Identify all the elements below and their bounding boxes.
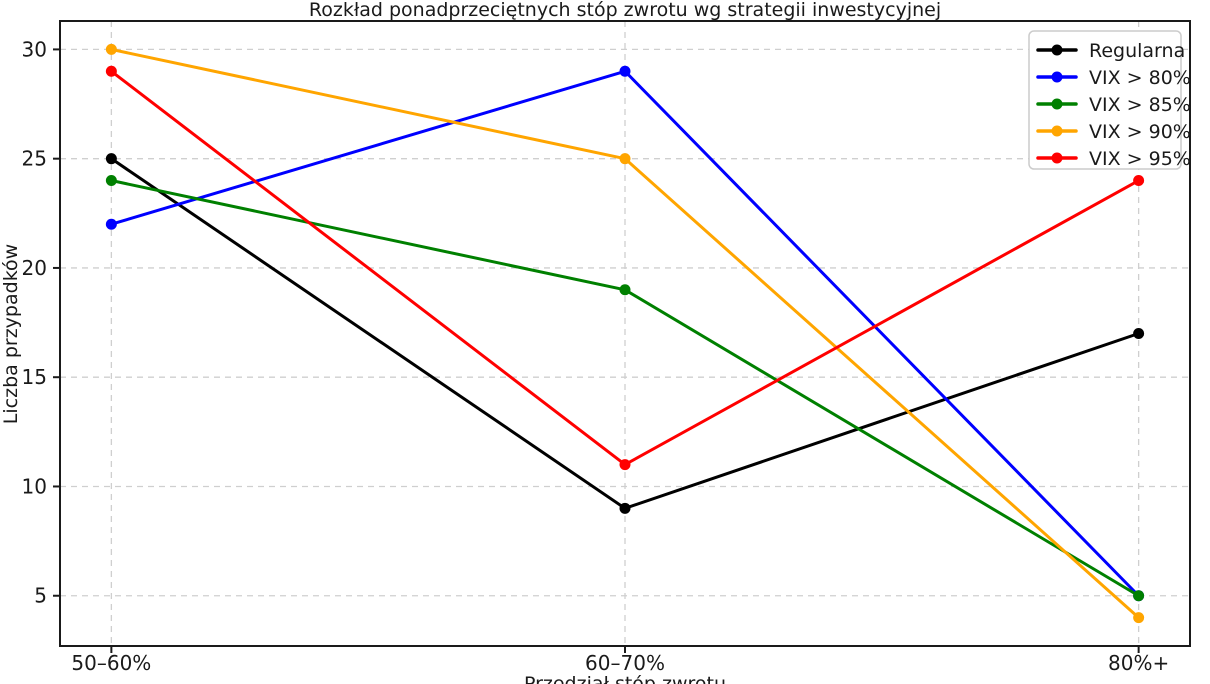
- data-point: [619, 153, 631, 165]
- legend-sample-marker: [1051, 44, 1063, 56]
- x-tick-label: 80%+: [1108, 651, 1169, 675]
- legend: Regularna VIX > 80% VIX > 85% VIX > 90% VIX …: [1028, 30, 1191, 170]
- y-axis-label: Liczba przypadków: [0, 244, 22, 424]
- legend-sample-marker: [1051, 152, 1063, 164]
- chart-title: Rozkład ponadprzeciętnych stóp zwrotu wg…: [309, 0, 941, 21]
- x-tick-label: 60–70%: [585, 651, 665, 675]
- data-point: [1133, 328, 1145, 339]
- y-tick-label: 25: [22, 147, 47, 171]
- legend-sample-marker: [1051, 125, 1063, 137]
- data-point: [619, 459, 631, 471]
- data-point: [619, 284, 631, 296]
- data-point: [1133, 175, 1145, 187]
- data-point: [105, 43, 117, 55]
- y-tick-label: 10: [22, 474, 47, 498]
- legend-box: [1028, 30, 1182, 170]
- data-point: [105, 153, 117, 165]
- data-point: [619, 65, 631, 77]
- data-point: [105, 175, 117, 187]
- data-point: [1133, 590, 1145, 602]
- x-axis-label: Przedział stóp zwrotu: [524, 673, 726, 684]
- legend-item-label: VIX > 80%: [1089, 67, 1191, 89]
- axes-layer: 5 10 15 20 25 30 50–60% 60–70% 80%+: [22, 20, 1191, 675]
- y-tick-label: 30: [22, 37, 47, 61]
- legend-sample-marker: [1051, 98, 1063, 110]
- legend-item-label: VIX > 85%: [1089, 94, 1191, 116]
- legend-item-label: VIX > 90%: [1089, 121, 1191, 143]
- x-tick-label: 50–60%: [71, 651, 151, 675]
- legend-item-label: VIX > 95%: [1089, 148, 1191, 170]
- legend-item-label: Regularna: [1089, 40, 1185, 62]
- series-layer: [105, 43, 1145, 624]
- y-tick-label: 5: [34, 584, 47, 608]
- grid-layer: [60, 21, 1190, 646]
- data-point: [1133, 612, 1145, 624]
- data-point: [105, 65, 117, 77]
- data-point: [105, 218, 117, 230]
- data-point: [619, 502, 631, 514]
- y-tick-label: 20: [22, 256, 47, 280]
- legend-sample-marker: [1051, 71, 1063, 83]
- y-tick-label: 15: [22, 365, 47, 389]
